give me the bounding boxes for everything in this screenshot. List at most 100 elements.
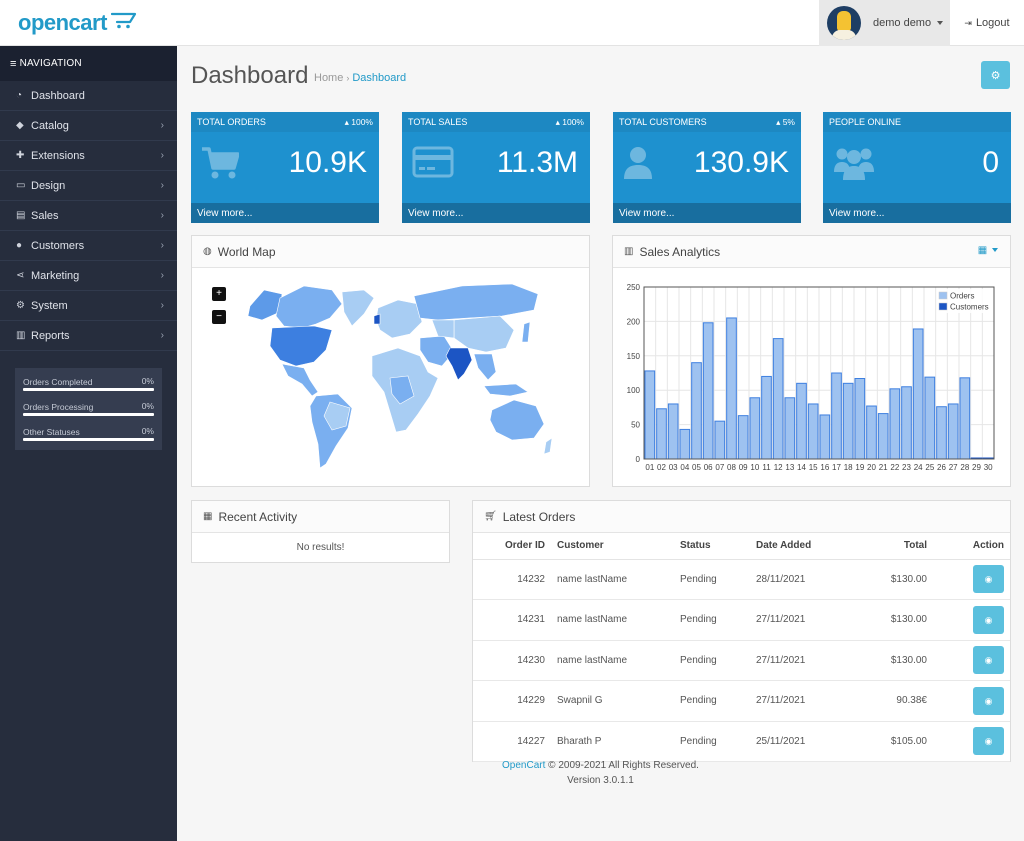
panel-heading: ▥ Sales Analytics <box>613 236 1010 268</box>
view-order-button[interactable]: ◉ <box>973 686 1004 715</box>
y-tick-label: 0 <box>636 455 641 464</box>
world-map-graphic <box>247 283 553 469</box>
x-tick-label: 20 <box>867 463 876 472</box>
bar-orders <box>819 414 831 460</box>
sidebar-item-label: Catalog <box>31 119 69 132</box>
map-australia <box>489 399 545 441</box>
chevron-right-icon: › <box>160 330 164 341</box>
breadcrumb-home[interactable]: Home <box>314 72 344 84</box>
stat-label: Other Statuses <box>23 427 80 437</box>
monitor-icon: ▭ <box>16 180 26 191</box>
table-row: 14231 name lastName Pending 27/11/2021 $130.… <box>473 599 1010 641</box>
map-canada <box>275 285 343 329</box>
progress-bar <box>23 438 154 441</box>
zoom-out-button[interactable]: − <box>212 310 226 324</box>
tile-view-more-link[interactable]: View more... <box>613 203 801 223</box>
x-tick-label: 24 <box>914 463 923 472</box>
sign-out-icon: ⇥ <box>964 17 972 28</box>
sidebar-item-label: Dashboard <box>31 89 85 102</box>
eye-icon: ◉ <box>984 574 993 585</box>
tile-value: 10.9K <box>288 146 367 179</box>
status-cell: Pending <box>680 559 756 600</box>
legend-label: Orders <box>950 292 974 301</box>
world-map[interactable]: + − <box>192 268 589 486</box>
col-order-id[interactable]: Order ID <box>473 533 551 560</box>
map-new-zealand <box>543 437 553 455</box>
panel-heading: ◍ World Map <box>192 236 589 268</box>
tile-view-more-link[interactable]: View more... <box>402 203 590 223</box>
tile-header: TOTAL CUSTOMERS ▴ 5% <box>613 112 801 132</box>
chevron-right-icon: › <box>160 300 164 311</box>
user-menu[interactable]: demo demo <box>819 0 950 46</box>
view-order-button[interactable]: ◉ <box>973 646 1004 675</box>
tile-view-more-link[interactable]: View more... <box>191 203 379 223</box>
x-tick-label: 15 <box>809 463 818 472</box>
map-uk <box>373 313 381 325</box>
order-id-cell: 14227 <box>473 721 551 762</box>
sidebar-item-catalog[interactable]: ◆ Catalog › <box>0 111 177 141</box>
footer-brand-link[interactable]: OpenCart <box>502 760 546 771</box>
tile-value: 11.3M <box>496 146 578 179</box>
bar-orders <box>959 377 971 460</box>
sidebar-item-design[interactable]: ▭ Design › <box>0 171 177 201</box>
navigation-heading[interactable]: ≡ NAVIGATION <box>0 46 177 81</box>
x-tick-label: 05 <box>692 463 701 472</box>
tile-value: 0 <box>982 146 999 179</box>
table-row: 14232 name lastName Pending 28/11/2021 $130.… <box>473 559 1010 600</box>
map-brazil <box>323 401 351 431</box>
orders-table: Order ID Customer Status Date Added Tota… <box>473 533 1010 762</box>
breadcrumb-separator-icon: › <box>346 73 350 83</box>
sidebar-item-dashboard[interactable]: ◔ Dashboard <box>0 81 177 111</box>
x-tick-label: 19 <box>855 463 864 472</box>
stat-value: 0% <box>141 426 154 436</box>
caret-down-icon <box>992 248 998 253</box>
col-total[interactable]: Total <box>846 533 937 560</box>
col-date-added[interactable]: Date Added <box>756 533 846 560</box>
tile-header: PEOPLE ONLINE <box>823 112 1011 132</box>
zoom-in-button[interactable]: + <box>212 287 226 301</box>
sidebar-item-extensions[interactable]: ✚ Extensions › <box>0 141 177 171</box>
x-tick-label: 12 <box>774 463 783 472</box>
y-tick-label: 150 <box>627 352 641 361</box>
breadcrumb-dashboard[interactable]: Dashboard <box>352 72 407 84</box>
opencart-logo[interactable]: opencart <box>0 0 177 46</box>
logo-text: opencart <box>18 10 107 35</box>
total-cell: $130.00 <box>846 640 937 681</box>
logout-button[interactable]: ⇥ Logout <box>950 0 1024 46</box>
map-central-africa <box>389 375 415 405</box>
gear-icon: ⚙ <box>990 69 1001 82</box>
view-order-button[interactable]: ◉ <box>973 565 1004 594</box>
gear-icon: ⚙ <box>16 300 25 311</box>
no-results-text: No results! <box>296 542 345 553</box>
chevron-right-icon: › <box>160 180 164 191</box>
panel-heading: 🛒︎ Latest Orders <box>473 501 1010 533</box>
sidebar-item-reports[interactable]: ▥ Reports › <box>0 321 177 351</box>
world-map-panel: ◍ World Map + − <box>191 235 590 487</box>
x-tick-label: 06 <box>704 463 713 472</box>
sidebar-item-system[interactable]: ⚙ System › <box>0 291 177 321</box>
x-tick-label: 10 <box>750 463 759 472</box>
col-status[interactable]: Status <box>680 533 756 560</box>
eye-icon: ◉ <box>984 736 993 747</box>
view-order-button[interactable]: ◉ <box>973 727 1004 756</box>
panel-title: World Map <box>217 244 276 259</box>
latest-orders-panel: 🛒︎ Latest Orders Order ID Customer Statu… <box>472 500 1011 762</box>
range-dropdown[interactable]: ▦ <box>978 245 998 256</box>
stat-orders-processing: Orders Processing 0% <box>23 401 154 426</box>
tile-view-more-link[interactable]: View more... <box>823 203 1011 223</box>
chevron-right-icon: › <box>160 210 164 221</box>
date-cell: 25/11/2021 <box>756 721 846 762</box>
col-customer[interactable]: Customer <box>551 533 680 560</box>
action-cell: ◉ <box>937 599 1010 641</box>
progress-bar <box>23 413 154 416</box>
eye-icon: ◉ <box>984 655 993 666</box>
sidebar-item-marketing[interactable]: ⋖ Marketing › <box>0 261 177 291</box>
sidebar-item-customers[interactable]: ● Customers › <box>0 231 177 261</box>
map-russia <box>413 283 539 321</box>
settings-button[interactable]: ⚙ <box>981 61 1010 89</box>
view-order-button[interactable]: ◉ <box>973 605 1004 634</box>
stat-other-statuses: Other Statuses 0% <box>23 426 154 451</box>
sidebar-item-sales[interactable]: ▤ Sales › <box>0 201 177 231</box>
map-china <box>453 315 515 353</box>
user-name: demo demo <box>873 17 932 29</box>
